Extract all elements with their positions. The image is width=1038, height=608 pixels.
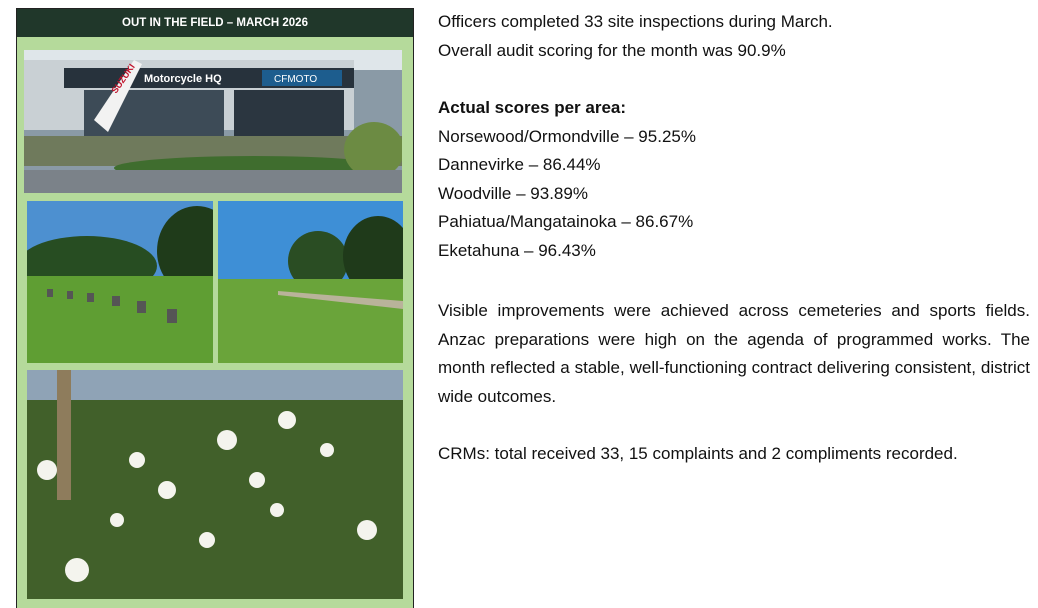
score-item: Pahiatua/Mangatainoka – 86.67%: [438, 208, 1030, 237]
score-item: Dannevirke – 86.44%: [438, 151, 1030, 180]
photo-flowerbed: [27, 370, 403, 599]
intro-line: Officers completed 33 site inspections d…: [438, 8, 1030, 37]
score-item: Norsewood/Ormondville – 95.25%: [438, 123, 1030, 152]
field-panel: OUT IN THE FIELD – MARCH 2026 SUZUKI Mot…: [16, 8, 414, 608]
scores-heading: Actual scores per area:: [438, 94, 1030, 123]
crms: CRMs: total received 33, 15 complaints a…: [438, 440, 1030, 469]
photo-storefront: SUZUKI Motorcycle HQ CFMOTO: [24, 50, 402, 193]
photo-sportsfield: [218, 201, 403, 363]
page: OUT IN THE FIELD – MARCH 2026 SUZUKI Mot…: [0, 0, 1038, 608]
photo-sign: Motorcycle HQ: [144, 73, 222, 85]
panel-heading: OUT IN THE FIELD – MARCH 2026: [17, 9, 413, 37]
photo-cemetery: [27, 201, 213, 363]
score-item: Woodville – 93.89%: [438, 180, 1030, 209]
intro-line: Overall audit scoring for the month was …: [438, 37, 1030, 66]
summary: Visible improvements were achieved acros…: [438, 297, 1030, 411]
score-item: Eketahuna – 96.43%: [438, 237, 1030, 266]
photo-sign: CFMOTO: [274, 74, 317, 85]
report-text: Officers completed 33 site inspections d…: [438, 8, 1030, 469]
